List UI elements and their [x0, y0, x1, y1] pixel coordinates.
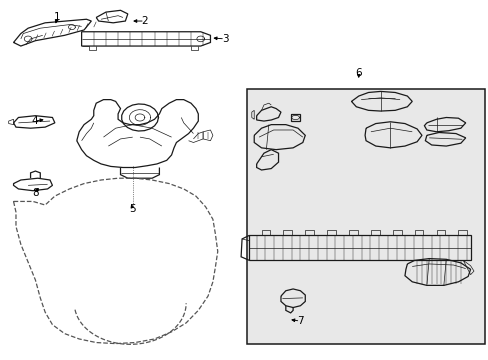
Text: 5: 5: [129, 203, 136, 213]
Bar: [246, 89, 484, 344]
Text: 4: 4: [31, 116, 38, 126]
Text: 8: 8: [32, 188, 39, 198]
Text: 7: 7: [297, 316, 303, 326]
Text: 6: 6: [355, 68, 361, 78]
Text: 2: 2: [141, 16, 148, 26]
Text: 3: 3: [221, 34, 228, 44]
Text: 1: 1: [54, 13, 61, 22]
